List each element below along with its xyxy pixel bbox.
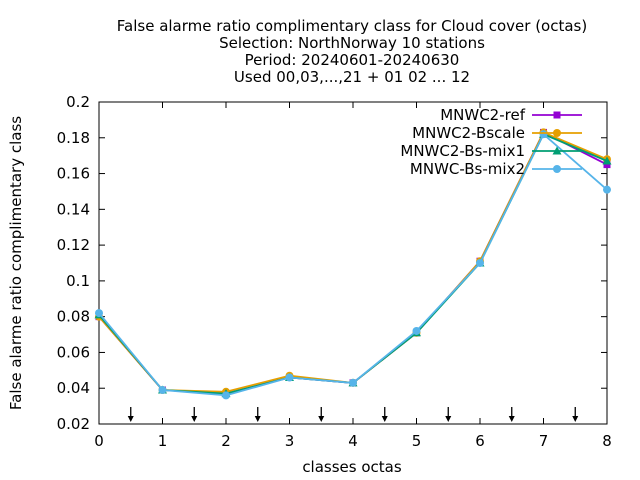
y-tick-label: 0.06 <box>57 343 90 361</box>
title-line-3: Period: 20240601-20240630 <box>245 51 460 69</box>
data-point <box>158 386 167 395</box>
series-line <box>98 132 608 397</box>
data-point <box>539 130 548 139</box>
x-axis: 0 1 2 3 4 5 6 7 8 <box>94 102 612 450</box>
chart-title: False alarme ratio complimentary class f… <box>117 17 587 86</box>
arrow-marker <box>318 407 325 422</box>
legend-marker <box>553 129 561 137</box>
legend-entry: MNWC2-ref <box>440 106 582 124</box>
x-tick-label: 7 <box>539 432 549 450</box>
legend-entry: MNWC-Bs-mix2 <box>410 160 582 178</box>
title-line-1: False alarme ratio complimentary class f… <box>117 17 587 35</box>
legend-marker <box>552 146 562 155</box>
arrow-marker <box>508 407 515 422</box>
data-point <box>412 326 421 335</box>
legend-label: MNWC-Bs-mix2 <box>410 160 525 178</box>
legend: MNWC2-refMNWC2-BscaleMNWC2-Bs-mix1MNWC-B… <box>400 106 582 178</box>
series-line <box>98 133 608 395</box>
x-tick-label: 5 <box>412 432 422 450</box>
y-tick-label: 0.2 <box>66 93 90 111</box>
data-point <box>603 185 611 194</box>
arrow-marker <box>191 407 198 422</box>
plot-frame <box>98 101 608 425</box>
data-point <box>349 378 357 387</box>
y-tick-label: 0.18 <box>57 129 90 147</box>
series-MNWC-Bs-mix2 <box>95 130 611 400</box>
arrow-marker <box>127 407 134 422</box>
y-tick-label: 0.14 <box>57 200 90 218</box>
y-tick-label: 0.04 <box>57 379 90 397</box>
x-tick-label: 4 <box>348 432 358 450</box>
arrow-marker <box>381 407 388 422</box>
x-tick-label: 6 <box>475 432 485 450</box>
y-tick-label: 0.12 <box>57 236 90 254</box>
legend-entry: MNWC2-Bs-mix1 <box>400 142 582 160</box>
data-point <box>603 161 611 169</box>
arrow-markers <box>127 407 579 422</box>
x-tick-label: 0 <box>94 432 104 450</box>
data-point <box>285 373 294 382</box>
legend-label: MNWC2-Bs-mix1 <box>400 142 525 160</box>
legend-entry: MNWC2-Bscale <box>412 124 582 142</box>
title-line-2: Selection: NorthNorway 10 stations <box>219 34 485 52</box>
legend-label: MNWC2-Bscale <box>412 124 525 142</box>
x-axis-label: classes octas <box>302 458 402 476</box>
data-point <box>476 259 484 267</box>
x-tick-label: 2 <box>221 432 231 450</box>
arrow-marker <box>445 407 452 422</box>
y-tick-label: 0.08 <box>57 308 90 326</box>
y-axis-label: False alarme ratio complimentary class <box>7 116 25 410</box>
x-tick-label: 1 <box>158 432 168 450</box>
legend-marker <box>553 165 561 173</box>
title-line-4: Used 00,03,...,21 + 01 02 ... 12 <box>234 68 470 86</box>
data-point <box>602 156 612 165</box>
data-point <box>95 309 103 318</box>
arrow-marker <box>254 407 261 422</box>
series-line <box>98 131 608 393</box>
series-layer <box>94 128 612 400</box>
arrow-marker <box>572 407 579 422</box>
y-tick-label: 0.1 <box>66 272 90 290</box>
y-tick-label: 0.16 <box>57 165 90 183</box>
x-tick-label: 3 <box>285 432 295 450</box>
legend-label: MNWC2-ref <box>440 106 525 124</box>
legend-marker <box>553 111 561 119</box>
series-line <box>98 131 608 395</box>
y-axis: 0.02 0.04 0.06 0.08 0.1 0.12 0.14 0.16 0.18 0.2 <box>57 93 607 433</box>
data-point <box>222 391 230 400</box>
y-tick-label: 0.02 <box>57 415 90 433</box>
x-tick-label: 8 <box>602 432 612 450</box>
